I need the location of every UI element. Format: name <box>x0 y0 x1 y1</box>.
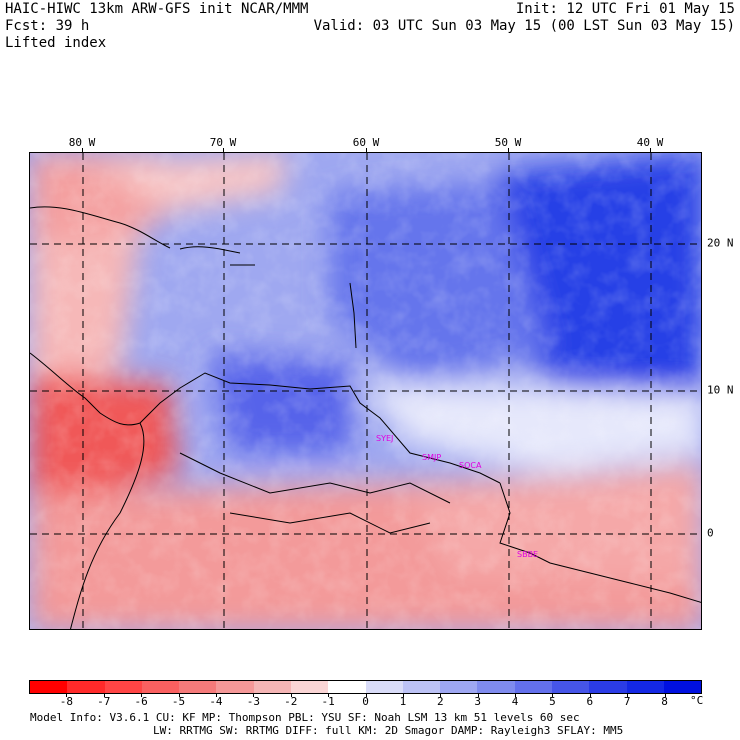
colorbar-swatch <box>253 681 291 693</box>
colorbar-label: -1 <box>321 695 335 708</box>
colorbar-label: 8 <box>661 695 668 708</box>
colorbar-swatch <box>626 681 664 693</box>
colorbar-label: 2 <box>436 695 444 708</box>
colorbar-label: -7 <box>97 695 111 708</box>
lat-label-20n: 20 N <box>707 236 734 250</box>
colorbar-tick <box>664 693 666 697</box>
colorbar-label: 6 <box>586 695 594 708</box>
station-label: SBBE <box>517 550 539 559</box>
colorbar-swatch <box>589 681 627 693</box>
coastlines <box>30 206 701 629</box>
sa-north-coast <box>139 372 501 484</box>
hispaniola-coast <box>179 246 241 254</box>
lon-label-70w: 70 W <box>209 136 237 149</box>
station-label: SOCA <box>459 461 482 470</box>
lesser-antilles <box>349 282 357 349</box>
interior-border <box>229 512 431 534</box>
lat-label-10n: 10 N <box>707 383 734 397</box>
colorbar-swatch <box>402 681 441 693</box>
colorbar-swatch <box>67 681 105 693</box>
colorbar-label: 0 <box>362 695 369 708</box>
colorbar-tick <box>103 693 105 697</box>
lon-tick <box>82 148 83 153</box>
brazil-coast <box>499 482 701 603</box>
station-label: SMJP <box>422 453 442 462</box>
colorbar-swatch <box>30 681 68 693</box>
footer-physics-info: LW: RRTMG SW: RRTMG DIFF: full KM: 2D Sm… <box>153 724 624 737</box>
lon-tick <box>223 148 224 153</box>
field-name: Lifted index <box>5 35 107 51</box>
colorbar-label: 5 <box>549 695 556 708</box>
lifted-index-map: SYEJ SMJP SOCA SBBE <box>29 152 702 630</box>
lon-label-40w: 40 W <box>636 136 664 149</box>
colorbar-swatch <box>104 681 142 693</box>
colorbar-tick <box>589 693 591 697</box>
colorbar-tick <box>178 693 180 697</box>
footer-model-info: Model Info: V3.6.1 CU: KF MP: Thompson P… <box>30 711 580 724</box>
colorbar-label: -3 <box>246 695 260 708</box>
colorbar-swatch <box>216 681 254 693</box>
valid-time: Valid: 03 UTC Sun 03 May 15 (00 LST Sun … <box>313 18 735 34</box>
colorbar-unit: °C <box>690 694 704 707</box>
colorbar-label: 1 <box>399 695 407 708</box>
cuba-coast <box>30 206 171 249</box>
colorbar-swatch <box>328 681 366 693</box>
map-svg <box>30 153 701 629</box>
colorbar-tick <box>328 693 330 697</box>
river-border <box>179 452 451 504</box>
init-time: Init: 12 UTC Fri 01 May 15 <box>515 1 735 17</box>
colorbar-label: 3 <box>474 695 481 708</box>
colorbar-tick <box>477 693 479 697</box>
colorbar-swatch <box>290 681 329 693</box>
colorbar <box>29 680 702 694</box>
colorbar-tick <box>253 693 255 697</box>
colorbar-label: -6 <box>134 695 148 708</box>
colorbar-swatch <box>179 681 217 693</box>
lon-label-50w: 50 W <box>494 136 522 149</box>
model-title: HAIC-HIWC 13km ARW-GFS init NCAR/MMM <box>5 1 309 17</box>
colorbar-tick <box>66 693 68 697</box>
station-label: SYEJ <box>376 434 394 443</box>
colorbar-swatch <box>141 681 180 693</box>
lat-lon-grid <box>30 153 701 629</box>
colorbar-label: -2 <box>284 695 298 708</box>
colorbar-label: -5 <box>171 695 186 708</box>
colorbar-tick <box>215 693 217 697</box>
central-america-coast <box>30 352 141 426</box>
colorbar-swatch <box>551 681 590 693</box>
colorbar-tick <box>627 693 629 697</box>
colorbar-swatch <box>440 681 478 693</box>
colorbar-swatch <box>663 681 702 693</box>
lon-tick <box>650 148 651 153</box>
colorbar-tick <box>402 693 404 697</box>
lon-tick <box>508 148 509 153</box>
colorbar-tick <box>290 693 292 697</box>
colorbar-tick <box>440 693 442 697</box>
colorbar-tick <box>515 693 517 697</box>
colorbar-tick <box>365 693 367 697</box>
colorbar-tick <box>141 693 143 697</box>
colorbar-tick <box>552 693 554 697</box>
colorbar-label: 7 <box>623 695 631 708</box>
forecast-hour: Fcst: 39 h <box>5 18 90 34</box>
colorbar-swatch <box>477 681 515 693</box>
colorbar-swatch <box>365 681 403 693</box>
colorbar-swatch <box>514 681 552 693</box>
lat-label-0: 0 <box>707 526 714 540</box>
colorbar-label: -4 <box>209 695 223 708</box>
sa-west-coast <box>70 422 145 629</box>
lon-label-80w: 80 W <box>68 136 96 149</box>
lon-tick <box>366 148 367 153</box>
lon-label-60w: 60 W <box>352 136 380 149</box>
colorbar-label: -8 <box>59 695 73 708</box>
colorbar-label: 4 <box>511 695 519 708</box>
